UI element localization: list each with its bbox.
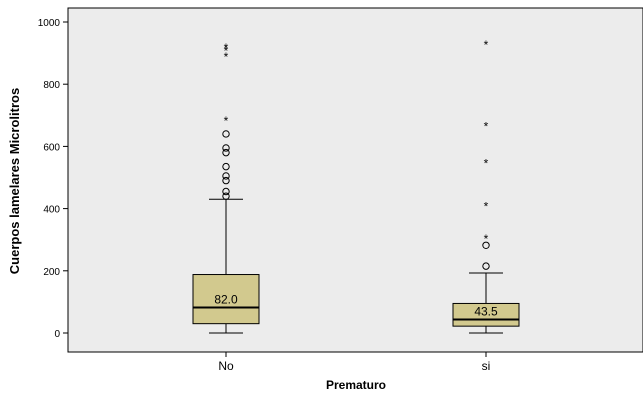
- outlier-point: [222, 172, 230, 180]
- outlier-point: [482, 262, 490, 270]
- x-tick-label: si: [482, 359, 491, 373]
- y-tick-label: 0: [54, 329, 60, 340]
- box-no: 82.0****: [192, 41, 260, 334]
- outlier-point: [222, 192, 230, 200]
- box-iqr: [452, 302, 520, 327]
- outlier-point: [222, 162, 230, 171]
- y-tick-label: 800: [43, 80, 60, 91]
- extreme-point: *: [224, 50, 229, 64]
- median-label: 43.5: [474, 304, 498, 318]
- plot-area: [67, 7, 643, 353]
- outlier-point: [222, 144, 230, 152]
- extreme-point: *: [224, 44, 229, 58]
- extreme-point: *: [484, 119, 489, 133]
- y-tick-label: 1000: [38, 18, 61, 29]
- box-si: 43.5 * * * * *: [452, 38, 520, 334]
- box-group: 82.0****43.5*****: [192, 38, 520, 334]
- y-axis-title: Cuerpos lamelares Microlitros: [7, 88, 22, 274]
- extreme-point: *: [224, 41, 229, 55]
- extreme-point: *: [484, 232, 489, 246]
- y-axis: 0 200 400 600 800 1000: [38, 18, 68, 340]
- x-tick-label: No: [218, 359, 234, 373]
- y-tick-label: 400: [43, 205, 60, 216]
- y-tick-label: 200: [43, 267, 60, 278]
- outlier-point: [222, 148, 230, 157]
- outlier-point: [222, 130, 230, 138]
- median-label: 82.0: [214, 292, 238, 306]
- x-axis: No si: [218, 352, 490, 373]
- box-iqr: [192, 274, 260, 325]
- outlier-point: [222, 187, 230, 196]
- extreme-point: *: [484, 157, 489, 171]
- extreme-point: *: [484, 38, 489, 52]
- x-axis-title: Prematuro: [326, 378, 386, 392]
- y-tick-label: 600: [43, 142, 60, 153]
- extreme-point: *: [484, 199, 489, 213]
- extreme-point: *: [224, 114, 229, 128]
- outlier-point: [222, 176, 230, 185]
- outlier-point: [482, 241, 490, 249]
